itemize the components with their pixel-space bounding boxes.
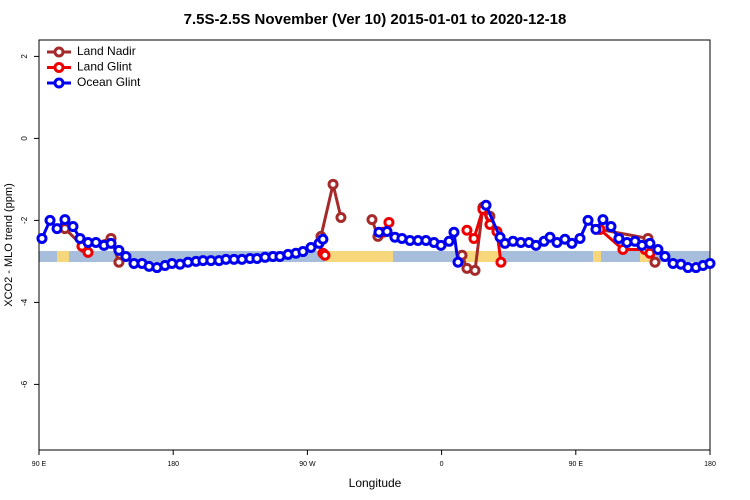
x-tick-label: 180 [167, 461, 179, 468]
land-segment [325, 251, 393, 262]
data-point [443, 235, 455, 247]
land-segment [593, 251, 601, 262]
legend-label: Land Nadir [77, 44, 136, 58]
y-tick-label: -2 [20, 216, 29, 224]
legend-label: Ocean Glint [77, 75, 141, 89]
data-point [480, 199, 492, 211]
x-tick-label: 180 [704, 461, 716, 468]
data-point [297, 246, 309, 258]
data-point [566, 237, 578, 249]
y-tick-label: 0 [20, 136, 29, 141]
data-point [82, 246, 94, 258]
data-point [544, 231, 556, 243]
data-point [468, 232, 480, 244]
land-segment [57, 251, 69, 262]
data-point [582, 214, 594, 226]
data-point [383, 216, 395, 228]
data-point [605, 221, 617, 233]
data-point [51, 223, 63, 235]
legend-swatch-marker [53, 62, 65, 73]
plot-frame [38, 39, 711, 451]
y-tick-label: -4 [20, 298, 29, 306]
data-point [305, 241, 317, 253]
y-axis-label: XCO2 - MLO trend (ppm) [3, 183, 15, 306]
data-point [452, 256, 464, 268]
data-point [530, 239, 542, 251]
y-tick-label: 2 [20, 54, 29, 59]
data-point [317, 233, 329, 245]
data-point [652, 244, 664, 256]
data-point [113, 244, 125, 256]
data-point [597, 214, 609, 226]
data-point [36, 232, 48, 244]
data-point [120, 250, 132, 262]
legend-swatch-marker [53, 46, 65, 58]
series-line [319, 183, 343, 237]
data-point [74, 232, 86, 244]
chart-title: 7.5S-2.5S November (Ver 10) 2015-01-01 t… [184, 11, 567, 28]
data-point [574, 232, 586, 244]
data-point [644, 237, 656, 249]
data-point [649, 256, 661, 268]
data-point [704, 257, 716, 269]
data-point [613, 232, 625, 244]
data-point [335, 212, 347, 224]
x-tick-label: 0 [440, 461, 444, 468]
data-point [44, 214, 56, 226]
data-point [327, 178, 339, 190]
data-point [590, 223, 602, 235]
x-axis-label: Longitude [349, 476, 402, 490]
data-point [319, 249, 331, 261]
data-point [495, 256, 507, 268]
data-point [469, 264, 481, 276]
data-point [659, 250, 671, 262]
series [36, 199, 716, 274]
data-point [67, 221, 79, 233]
data-point [448, 226, 460, 238]
data-point [435, 239, 447, 251]
data-point [366, 214, 378, 226]
x-tick-label: 90 W [299, 461, 316, 468]
data-point [105, 237, 117, 249]
data-point [461, 224, 473, 236]
legend-swatch-marker [53, 77, 65, 89]
y-tick-label: -6 [20, 380, 29, 388]
data-point [381, 225, 393, 237]
x-tick-label: 90 E [32, 461, 47, 468]
x-tick-label: 90 E [569, 461, 584, 468]
legend-label: Land Glint [77, 60, 132, 74]
data-point [113, 256, 125, 268]
data-point [59, 214, 71, 226]
